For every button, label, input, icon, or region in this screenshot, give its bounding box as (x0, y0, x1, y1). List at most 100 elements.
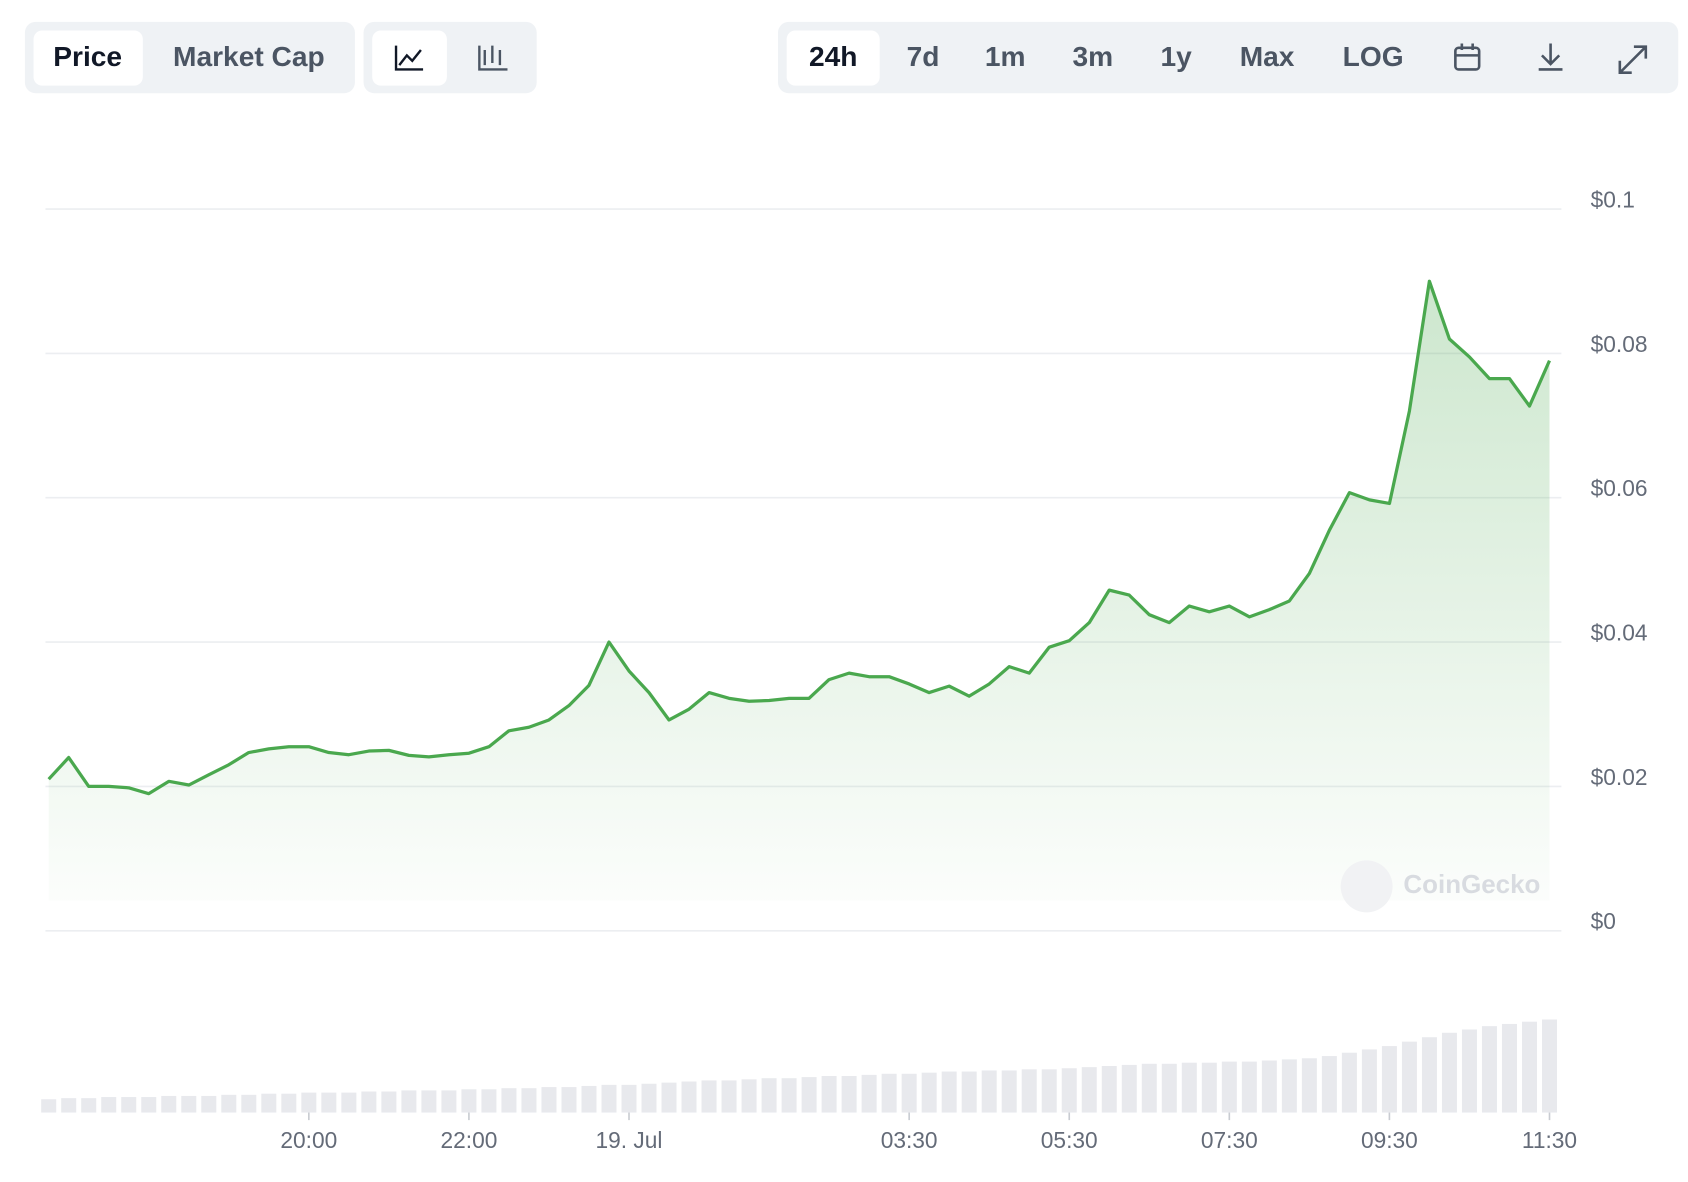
x-tick-label: 19. Jul (596, 1127, 663, 1153)
volume-bar (781, 1078, 797, 1113)
range[interactable]: 24h (809, 41, 857, 72)
volume-bar (1081, 1067, 1097, 1113)
volume-bar (1381, 1046, 1397, 1113)
x-tick-label: 05:30 (1041, 1127, 1098, 1153)
volume-bar (1341, 1052, 1357, 1113)
volume-bar (641, 1083, 657, 1113)
volume-bar (1061, 1068, 1077, 1113)
volume-bar (381, 1091, 397, 1113)
volume-bar (1141, 1063, 1157, 1113)
volume-bar (241, 1094, 257, 1113)
price-line (47, 279, 1551, 796)
y-tick-label: $0 (1591, 908, 1616, 934)
volume-bar (61, 1098, 77, 1113)
volume-bar (121, 1097, 137, 1113)
volume-bar (221, 1094, 237, 1113)
volume-bar (601, 1084, 617, 1113)
range[interactable]: 1y (1161, 41, 1193, 72)
volume-bar (1361, 1049, 1377, 1113)
volume-bar (1021, 1069, 1037, 1113)
x-tick-label: 22:00 (440, 1127, 497, 1153)
volume-bar (681, 1081, 697, 1113)
volume-bar (1321, 1056, 1337, 1113)
volume-bar (141, 1097, 157, 1113)
volume-bar (1001, 1070, 1017, 1113)
volume-bar (861, 1074, 877, 1113)
volume-bar (721, 1080, 737, 1113)
volume-bar (181, 1095, 197, 1113)
volume-bar (981, 1070, 997, 1113)
x-tick-label: 11:30 (1522, 1127, 1577, 1153)
volume-bar (801, 1077, 817, 1113)
volume-bar (461, 1089, 477, 1113)
volume-bar (541, 1087, 557, 1113)
volume-bar (1441, 1032, 1457, 1113)
volume-bar (1481, 1026, 1497, 1113)
volume-bar (1041, 1069, 1057, 1113)
volume-bar (521, 1088, 537, 1113)
volume-bar (621, 1084, 637, 1113)
volume-bar (1401, 1041, 1417, 1113)
volume-bar (401, 1090, 417, 1113)
volume-bar (161, 1095, 177, 1113)
volume-bar (1501, 1023, 1517, 1113)
fullscreen-icon[interactable] (1618, 45, 1648, 74)
volume-bar (1541, 1019, 1558, 1113)
tab[interactable]: Market Cap (173, 41, 325, 72)
volume-bar (1121, 1064, 1137, 1113)
range[interactable]: 3m (1073, 41, 1114, 72)
y-tick-label: $0.08 (1591, 331, 1648, 357)
volume-bar (1241, 1061, 1257, 1113)
tab[interactable]: Price (53, 41, 122, 72)
volume-bar (1521, 1021, 1537, 1113)
volume-bar (881, 1073, 897, 1113)
volume-bar (201, 1095, 217, 1113)
range[interactable]: 7d (907, 41, 940, 72)
volume-bar (441, 1090, 457, 1113)
range-selected[interactable] (786, 30, 880, 86)
x-tick-label: 20:00 (280, 1127, 337, 1153)
y-tick-label: $0.06 (1591, 475, 1648, 501)
volume-bar (301, 1092, 317, 1113)
y-tick-label: $0.04 (1591, 619, 1648, 645)
volume-bar (1161, 1063, 1177, 1113)
range[interactable]: Max (1240, 41, 1295, 72)
volume-bar (821, 1075, 837, 1113)
volume-bar (261, 1093, 277, 1113)
volume-bar (481, 1089, 497, 1113)
range[interactable]: LOG (1343, 41, 1404, 72)
y-tick-label: $0.1 (1591, 186, 1635, 212)
volume-bar (281, 1093, 297, 1113)
range-group (777, 21, 1679, 94)
x-tick-label: 09:30 (1361, 1127, 1418, 1153)
volume-bar (661, 1082, 677, 1113)
volume-bar (941, 1071, 957, 1113)
x-tick-label: 07:30 (1201, 1127, 1258, 1153)
tab-selected[interactable] (33, 30, 143, 86)
range[interactable]: 1m (985, 41, 1026, 72)
line-icon (394, 45, 424, 71)
calendar-icon[interactable] (1454, 43, 1481, 71)
volume-bar (1201, 1062, 1217, 1113)
candle-icon[interactable] (478, 45, 508, 71)
volume-bar (1101, 1066, 1117, 1113)
volume-bar (961, 1071, 977, 1113)
volume-bar (101, 1097, 117, 1113)
volume-bar (81, 1098, 97, 1113)
volume-bar (761, 1078, 777, 1113)
volume-bar (41, 1099, 57, 1113)
volume-bar (1261, 1060, 1277, 1113)
y-tick-label: $0.02 (1591, 764, 1648, 790)
volume-bar (421, 1090, 437, 1113)
volume-bar (361, 1091, 377, 1113)
volume-bar (1181, 1062, 1197, 1113)
watermark: CoinGecko (1403, 869, 1540, 899)
volume-bar (321, 1092, 337, 1113)
volume-bar (1281, 1059, 1297, 1113)
download-icon[interactable] (1538, 43, 1563, 71)
volume-bar (1421, 1037, 1437, 1113)
volume-bar (561, 1087, 577, 1113)
price-area (48, 281, 1550, 901)
